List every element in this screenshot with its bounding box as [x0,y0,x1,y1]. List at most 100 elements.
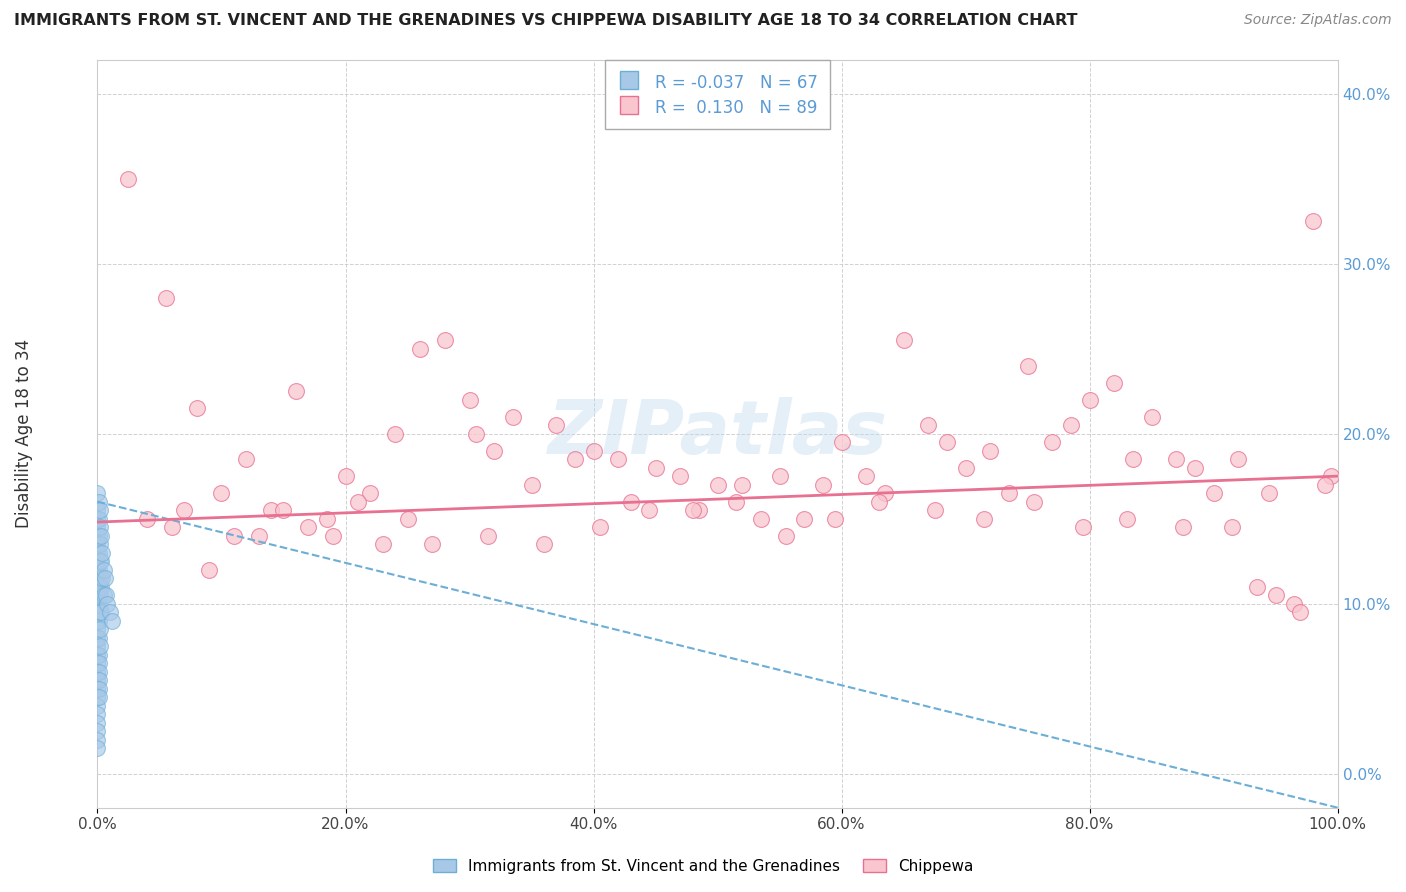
Point [979,443,1001,458]
Point [160,520,183,534]
Point [86,605,108,619]
Point [1042,435,1064,450]
Point [749,511,772,525]
Point [831,435,853,450]
Point [620,494,643,508]
Point [86,724,108,739]
Point [775,529,797,543]
Point [811,477,834,491]
Point [91,571,114,585]
Point [101,614,124,628]
Point [86,503,108,517]
Point [335,469,357,483]
Point [89,537,111,551]
Point [89,571,111,585]
Point [371,537,394,551]
Point [86,520,108,534]
Point [94,571,117,585]
Point [533,537,555,551]
Point [1017,359,1039,373]
Point [86,588,108,602]
Point [117,171,139,186]
Point [90,529,112,543]
Point [1171,520,1194,534]
Point [384,426,406,441]
Point [87,546,110,560]
Point [87,597,110,611]
Point [86,631,108,645]
Point [607,452,630,467]
Point [936,435,959,450]
Point [1315,477,1337,491]
Point [484,443,506,458]
Point [420,537,443,551]
Point [477,529,499,543]
Point [86,648,108,662]
Point [1184,460,1206,475]
Point [86,622,108,636]
Point [86,732,108,747]
Point [1264,588,1286,602]
Text: Source: ZipAtlas.com: Source: ZipAtlas.com [1244,13,1392,28]
Point [222,529,245,543]
Point [725,494,748,508]
Point [96,597,118,611]
Point [86,580,108,594]
Point [1202,486,1225,500]
Point [87,529,110,543]
Point [86,681,108,696]
Point [502,409,524,424]
Point [464,426,486,441]
Point [86,665,108,679]
Point [873,486,896,500]
Point [93,588,115,602]
Point [89,622,111,636]
Point [86,639,108,653]
Point [706,477,728,491]
Point [86,537,108,551]
Point [520,477,543,491]
Point [768,469,790,483]
Point [917,418,939,433]
Point [86,511,108,525]
Point [90,554,112,568]
Point [284,384,307,398]
Point [186,401,208,416]
Point [1140,409,1163,424]
Point [90,580,112,594]
Point [89,503,111,517]
Point [91,546,114,560]
Point [87,673,110,688]
Point [86,741,108,756]
Point [86,571,108,585]
Text: ZIPatlas: ZIPatlas [547,397,887,470]
Point [87,494,110,508]
Point [86,529,108,543]
Point [86,486,108,500]
Point [1115,511,1137,525]
Point [87,681,110,696]
Point [1166,452,1188,467]
Point [1022,494,1045,508]
Point [86,656,108,670]
Point [564,452,586,467]
Point [589,520,612,534]
Point [1122,452,1144,467]
Point [1258,486,1281,500]
Point [1078,392,1101,407]
Point [868,494,890,508]
Point [90,605,112,619]
Point [173,503,195,517]
Point [89,639,111,653]
Point [409,342,432,356]
Point [89,588,111,602]
Point [396,511,419,525]
Point [89,520,111,534]
Point [855,469,877,483]
Point [1284,597,1306,611]
Point [96,588,118,602]
Point [1227,452,1250,467]
Point [998,486,1021,500]
Point [260,503,283,517]
Point [359,486,381,500]
